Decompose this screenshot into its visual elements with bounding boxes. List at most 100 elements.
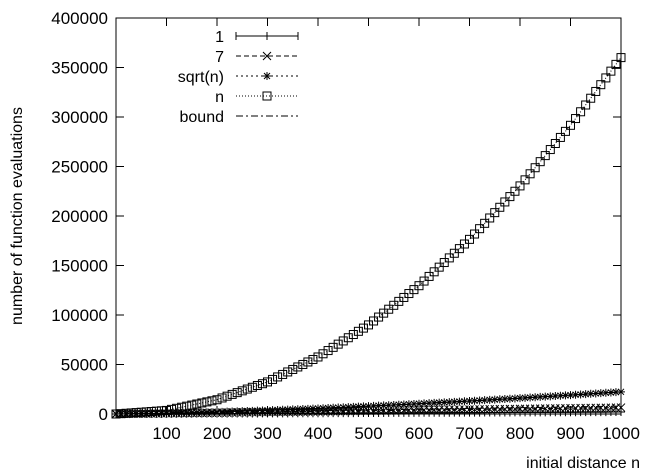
data-point (399, 400, 408, 409)
data-point (283, 405, 292, 414)
data-point (192, 399, 202, 409)
data-point (617, 387, 625, 396)
data-point (141, 407, 151, 417)
data-point (394, 400, 403, 409)
x-tick-label: 800 (506, 424, 534, 443)
data-point (616, 53, 626, 63)
data-point (459, 239, 469, 249)
y-tick-label: 50000 (61, 356, 108, 375)
x-tick-label: 900 (556, 424, 584, 443)
data-point (379, 401, 388, 410)
data-point (233, 407, 242, 416)
data-point (435, 398, 444, 407)
data-point (440, 398, 449, 407)
data-point (419, 276, 429, 286)
data-point (162, 405, 171, 415)
data-point (500, 395, 509, 404)
data-point (358, 323, 368, 333)
data-point (510, 186, 520, 196)
data-point (273, 372, 283, 382)
legend-marker (263, 72, 271, 80)
data-point (223, 407, 232, 416)
data-point (490, 208, 500, 218)
data-point (374, 401, 383, 410)
data-point (258, 406, 267, 415)
data-point (616, 403, 626, 412)
y-axis: 0 50000 100000 150000 200000 250000 300000 3500… (51, 9, 621, 424)
legend-marker (263, 32, 271, 40)
x-axis: 100 200 300 400 500 600 700 800 900 1000 (152, 18, 640, 443)
y-tick-label: 300000 (51, 108, 108, 127)
data-point (556, 391, 565, 400)
data-point (323, 346, 333, 356)
data-point (505, 394, 514, 403)
data-point (454, 244, 464, 254)
y-tick-label: 250000 (51, 158, 108, 177)
data-point (247, 382, 257, 392)
data-point (343, 333, 353, 343)
data-point (525, 169, 535, 179)
data-point (409, 399, 418, 408)
data-point (156, 406, 166, 416)
data-point (515, 181, 525, 191)
data-point (545, 145, 555, 155)
data-point (510, 394, 519, 403)
data-point (571, 390, 580, 399)
data-point (425, 399, 434, 408)
data-point (328, 342, 338, 352)
data-point (257, 379, 267, 389)
data-point (131, 408, 141, 418)
y-tick-label: 350000 (51, 59, 108, 78)
legend-label: bound (180, 109, 225, 126)
data-point (136, 407, 146, 417)
legend-line-endcap (235, 32, 299, 40)
data-point (576, 107, 586, 117)
data-point (444, 253, 454, 263)
data-point (535, 157, 545, 167)
data-point (601, 73, 611, 83)
data-point (319, 404, 328, 413)
data-point (263, 406, 272, 415)
data-point (283, 367, 293, 377)
y-tick-label: 100000 (51, 306, 108, 325)
x-tick-label: 100 (152, 424, 180, 443)
data-point (429, 267, 439, 277)
data-point (521, 393, 530, 402)
data-point (480, 396, 489, 405)
data-point (288, 405, 297, 414)
data-point (243, 407, 252, 416)
data-point (546, 392, 555, 401)
data-point (238, 407, 247, 416)
data-point (551, 392, 560, 401)
data-point (389, 400, 398, 409)
legend-marker (262, 51, 272, 61)
data-point (434, 262, 444, 272)
data-point (298, 359, 308, 369)
data-point (222, 391, 232, 401)
data-point (611, 388, 620, 397)
data-point (531, 393, 540, 402)
data-point (520, 175, 530, 185)
legend-marker (262, 91, 272, 101)
data-point (248, 406, 257, 415)
y-tick-label: 0 (99, 405, 108, 424)
data-point (566, 120, 575, 130)
data-point (475, 396, 484, 405)
legend-label: 7 (215, 49, 224, 66)
data-point (526, 393, 535, 402)
data-point (596, 80, 606, 90)
data-point (586, 389, 595, 398)
y-tick-label: 150000 (51, 257, 108, 276)
data-point (278, 369, 288, 379)
data-point (232, 388, 242, 398)
data-point (308, 354, 318, 364)
data-point (187, 400, 197, 410)
data-point (460, 397, 469, 406)
data-point (263, 377, 272, 387)
data-point (237, 386, 247, 396)
data-point (303, 357, 313, 367)
data-point (516, 394, 524, 403)
data-point (596, 389, 605, 398)
data-point (338, 336, 348, 346)
data-point (586, 93, 596, 103)
